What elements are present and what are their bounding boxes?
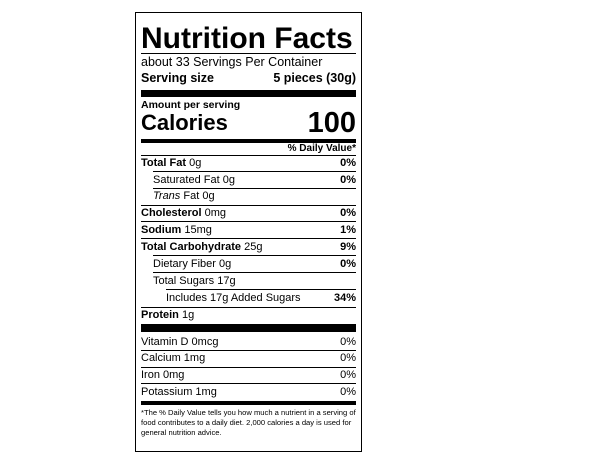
nutrient-name: Total Carbohydrate	[141, 241, 242, 253]
vitamin-amount: 0mcg	[191, 336, 219, 348]
nutrient-name: Total Fat	[141, 157, 187, 169]
rule	[141, 383, 356, 384]
calories-value: 100	[307, 107, 356, 139]
nutrient-dv: 9%	[340, 241, 356, 253]
nutrient-row: Sodium 15mg 1%	[141, 222, 356, 239]
nutrient-dv: 0%	[340, 258, 356, 270]
nutrient-row: Includes 17g Added Sugars 34%	[166, 290, 356, 307]
nutrient-name: Saturated Fat	[153, 174, 220, 186]
vitamin-name: Potassium	[141, 386, 193, 398]
nutrient-name: Cholesterol	[141, 207, 202, 219]
title: Nutrition Facts	[141, 22, 353, 55]
vitamin-amount: 0mg	[163, 369, 185, 381]
vitamin-amount: 1mg	[183, 352, 206, 364]
nutrient-row: Saturated Fat 0g 0%	[153, 172, 356, 189]
nutrient-amount: 25g	[244, 241, 263, 253]
nutrient-name: Sodium	[141, 224, 182, 236]
nutrient-row: Total Sugars 17g	[153, 273, 356, 290]
vitamin-row: Calcium 1mg 0%	[141, 350, 356, 367]
vitamin-row: Potassium 1mg 0%	[141, 384, 356, 401]
vitamin-row: Vitamin D 0mcg 0%	[141, 334, 356, 351]
nutrient-amount: 0g	[189, 157, 202, 169]
rule	[141, 221, 356, 222]
nutrient-name-italic: Trans	[153, 190, 181, 202]
vitamin-row: Iron 0mg 0%	[141, 367, 356, 384]
vitamin-name: Vitamin D	[141, 336, 189, 348]
nutrient-amount: 0g	[202, 190, 215, 202]
calories-label: Calories	[141, 110, 228, 135]
rule	[141, 307, 356, 308]
serving-size-value: 5 pieces (30g)	[273, 71, 356, 85]
calories-row: Calories 100	[141, 107, 356, 139]
nutrient-amount: 0g	[219, 258, 232, 270]
vitamin-dv: 0%	[340, 369, 356, 381]
nutrient-name: Protein	[141, 309, 179, 321]
nutrient-dv: 0%	[340, 157, 356, 169]
rule	[153, 272, 356, 273]
nutrient-name: Includes 17g Added Sugars	[166, 292, 301, 304]
thick-bar	[141, 90, 356, 97]
nutrient-amount: 0mg	[204, 207, 226, 219]
nutrient-row: Total Carbohydrate 25g 9%	[141, 239, 356, 256]
nutrient-amount: 15mg	[184, 224, 212, 236]
vitamin-dv: 0%	[340, 336, 356, 348]
nutrition-label: Nutrition Facts about 33 Servings Per Co…	[135, 12, 362, 452]
nutrient-dv: 0%	[340, 174, 356, 186]
nutrient-row: Trans Fat 0g	[153, 188, 356, 205]
nutrient-dv: 34%	[333, 292, 356, 304]
rule	[153, 255, 356, 256]
daily-value-header: % Daily Value*	[287, 143, 356, 154]
rule	[153, 171, 356, 172]
footnote: *The % Daily Value tells you how much a …	[141, 408, 356, 437]
rule	[141, 367, 356, 368]
medium-bar	[141, 139, 356, 143]
rule	[141, 350, 356, 351]
nutrient-amount: 1g	[181, 309, 195, 321]
nutrient-dv: 0%	[340, 207, 356, 219]
servings: about 33 Servings Per Container	[141, 55, 323, 69]
nutrient-name: Dietary Fiber	[153, 258, 216, 270]
nutrient-name: Total Sugars	[153, 275, 215, 287]
medium-bar	[141, 401, 356, 405]
rule	[153, 188, 356, 189]
nutrient-row: Protein 1g	[141, 307, 356, 324]
thick-bar	[141, 324, 356, 332]
rule	[141, 53, 356, 54]
rule	[141, 155, 356, 156]
vitamin-name: Calcium	[141, 352, 181, 364]
nutrient-amount: 17g	[217, 275, 236, 287]
nutrient-row: Dietary Fiber 0g 0%	[153, 256, 356, 273]
serving-size-label: Serving size	[141, 71, 214, 85]
vitamin-dv: 0%	[340, 352, 356, 364]
vitamin-dv: 0%	[340, 386, 356, 398]
rule	[141, 205, 356, 206]
rule	[166, 289, 356, 290]
vitamin-amount: 1mg	[195, 386, 217, 398]
nutrient-row: Total Fat 0g 0%	[141, 155, 356, 172]
nutrient-name: Fat	[183, 190, 200, 202]
amount-per-serving: Amount per serving	[141, 99, 241, 111]
nutrient-dv: 1%	[340, 224, 356, 236]
nutrient-amount: 0g	[222, 174, 235, 186]
serving-size-row: Serving size 5 pieces (30g)	[141, 70, 356, 87]
nutrient-row: Cholesterol 0mg 0%	[141, 205, 356, 222]
rule	[141, 238, 356, 239]
vitamin-name: Iron	[141, 369, 160, 381]
